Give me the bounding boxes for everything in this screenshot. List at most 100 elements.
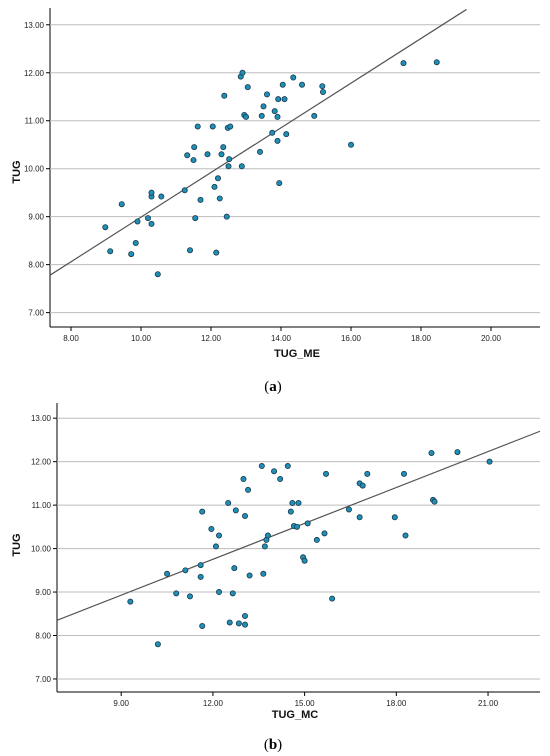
panel-a-data-point [279,81,286,88]
panel-a-points [102,59,440,278]
panel-b-data-point [428,449,435,456]
panel-b-data-point [304,520,311,527]
panel-b-data-point [208,526,215,533]
panel-b-data-point [313,536,320,543]
panel-a-data-point [281,96,288,103]
panel-b-data-point [293,523,300,530]
panel-b-data-point [225,499,232,506]
panel-a-data-point [186,247,193,254]
panel-a-data-point [148,189,155,196]
panel-a-y-tick-label: 8.00 [28,261,44,270]
panel-a-data-point [213,249,220,256]
panel-a-y-tick-label: 13.00 [24,21,45,30]
panel-a-data-point [298,81,305,88]
panel-b-data-point [402,532,409,539]
panel-b-data-point [391,514,398,521]
panel-a-data-point [194,123,201,130]
panel-b-data-point [197,573,204,580]
panel-a-data-point [275,96,282,103]
panel-a-x-axis-title: TUG_ME [274,348,320,360]
panel-b-data-point [289,499,296,506]
panel-a-y-tick-label: 10.00 [24,165,45,174]
panel-a-x-tick-label: 10.00 [131,334,152,343]
panel-b-data-point [486,458,493,465]
panel-b-data-point [295,499,302,506]
panel-b-data-point [301,557,308,564]
panel-b-grid [57,417,540,680]
panel-a-data-point [216,195,223,202]
panel-a-caption-letter: a [269,379,277,395]
panel-a-data-point [154,271,161,278]
panel-b-x-tick-label: 9.00 [113,699,129,708]
panel-b-data-point [431,498,438,505]
panel-b-data-point [242,512,249,519]
panel-a-data-point [319,88,326,95]
panel-a-data-point [220,144,227,151]
panel-a-data-point [239,69,246,76]
panel-b-data-point [356,514,363,521]
panel-a-caption: (a) [264,379,282,395]
panel-b-points [127,449,493,648]
panel-b-data-point [454,449,461,456]
panel-b-data-point [173,590,180,597]
panel-b-data-point [226,619,233,626]
panel-b-x-tick-label: 21.00 [478,699,499,708]
panel-a-data-point [128,251,135,258]
panel-b-data-point [323,470,330,477]
panel-a-data-point [192,215,199,222]
panel-b-data-point [240,476,247,483]
panel-b-y-tick-label: 7.00 [35,675,51,684]
panel-b-data-point [235,620,242,627]
panel-b-data-point [345,506,352,513]
panel-a-data-point [269,129,276,136]
panel-b-y-tick-label: 12.00 [31,458,52,467]
panel-b-data-point [321,530,328,537]
panel-b-data-point [231,565,238,572]
panel-a-data-point [256,148,263,155]
panel-a-data-point [274,137,281,144]
panel-a-data-point [242,113,249,120]
panel-a-data-point [290,74,297,81]
panel-a-x-tick-label: 16.00 [341,334,362,343]
panel-b-data-point [359,482,366,489]
panel-b-data-point [199,508,206,515]
panel-b-data-point [284,463,291,470]
panel-b-data-point [154,641,161,648]
panel-b-data-point [186,593,193,600]
panel-b-data-point [260,570,267,577]
panel-b-data-point [232,507,239,514]
panel-a-data-point [191,144,198,151]
panel-a-data-point [238,163,245,170]
panel-a-data-point [214,175,221,182]
panel-a-data-point [225,163,232,170]
panel-a-data-point [218,151,225,158]
panel-b-data-point [246,572,253,579]
panel-b-data-point [258,463,265,470]
panel-b-y-tick-label: 13.00 [31,414,52,423]
panel-a-x-tick-label: 20.00 [481,334,502,343]
panel-b-data-point [229,590,236,597]
panel-b-data-point [197,562,204,569]
panel-b-y-tick-label: 8.00 [35,632,51,641]
panel-a-y-tick-label: 9.00 [28,213,44,222]
panel-a-data-point [319,83,326,90]
panel-a-data-point [258,112,265,119]
panel-a-x-tick-label: 14.00 [271,334,292,343]
panel-a-x-tick-label: 18.00 [411,334,432,343]
panel-b-data-point [261,543,268,550]
panel-b-data-point [242,621,249,628]
panel-a-data-point [244,84,251,91]
panel-a-grid [50,24,540,314]
panel-a-data-point [204,151,211,158]
panel-a-data-point [118,201,125,208]
panel-a-data-point [107,248,114,255]
panel-b-x-axis-title: TUG_MC [272,709,319,721]
panel-a-data-point [184,152,191,159]
panel-a-data-point [347,141,354,148]
panel-a-data-point [221,92,228,99]
panel-b-data-point [164,570,171,577]
panel-b-data-point [182,567,189,574]
panel-b-y-tick-label: 10.00 [31,545,52,554]
panel-a-data-point [132,240,139,247]
